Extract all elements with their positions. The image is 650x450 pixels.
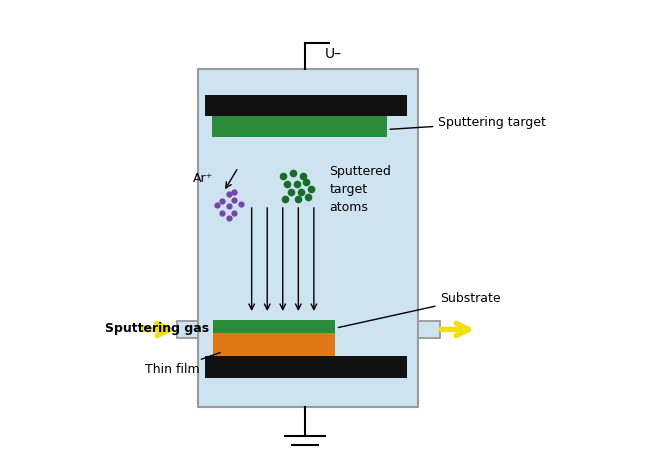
Text: Sputtering target: Sputtering target [390, 116, 546, 129]
Bar [213, 320, 335, 333]
Text: Sputtered
target
atoms: Sputtered target atoms [330, 165, 391, 214]
Text: Substrate: Substrate [339, 292, 501, 328]
Bar [198, 69, 419, 407]
Text: U–: U– [325, 47, 342, 61]
Bar [205, 95, 407, 116]
Bar [213, 333, 335, 356]
Text: Sputtering gas: Sputtering gas [105, 322, 209, 335]
Bar [212, 116, 387, 137]
Text: Ar⁺: Ar⁺ [192, 172, 213, 185]
Bar [419, 320, 439, 338]
Bar [205, 356, 407, 378]
Bar [177, 320, 198, 338]
Text: Thin film: Thin film [145, 353, 220, 376]
